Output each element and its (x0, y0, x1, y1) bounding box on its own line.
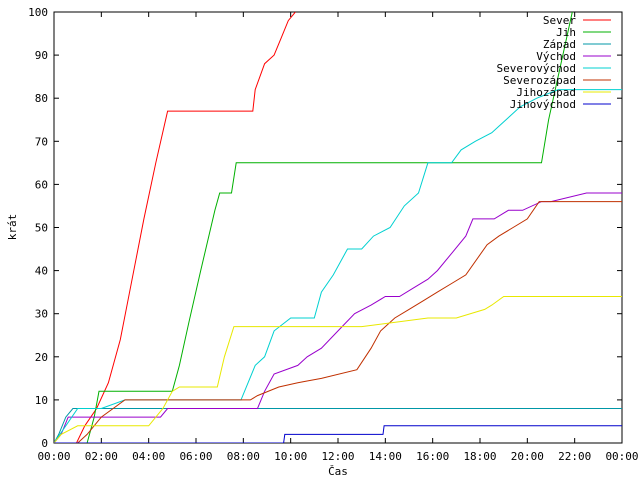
y-tick-label: 20 (35, 351, 48, 364)
series-line-4 (54, 89, 622, 443)
axis-ticks: 0 10 20 30 40 50 60 70 80 90 100 00:00 02:00 04:00 06:… (28, 6, 638, 463)
x-tick-label: 14:00 (369, 450, 402, 463)
y-tick-label: 10 (35, 394, 48, 407)
y-tick-label: 60 (35, 178, 48, 191)
x-tick-label: 16:00 (416, 450, 449, 463)
series-line-3 (54, 192, 622, 443)
legend: SeverJihZápadVýchodSeverovýchodSeverozáp… (497, 14, 611, 111)
x-tick-label: 20:00 (511, 450, 544, 463)
x-tick-label: 02:00 (85, 450, 118, 463)
series-line-7 (54, 425, 622, 443)
y-axis-title: krát (6, 214, 19, 241)
y-tick-label: 0 (41, 437, 48, 450)
legend-label: Jihozápad (516, 86, 576, 99)
x-tick-label: 12:00 (321, 450, 354, 463)
x-tick-label: 04:00 (132, 450, 165, 463)
x-axis-title: Čas (328, 465, 348, 478)
x-tick-label: 00:00 (605, 450, 638, 463)
series-line-1 (54, 12, 573, 443)
x-tick-label: 22:00 (558, 450, 591, 463)
series-group (54, 12, 622, 443)
series-line-6 (54, 296, 622, 443)
series-line-5 (54, 201, 622, 443)
legend-label: Východ (536, 50, 576, 63)
y-tick-label: 90 (35, 49, 48, 62)
y-tick-label: 30 (35, 308, 48, 321)
y-tick-label: 40 (35, 265, 48, 278)
series-layer (54, 12, 622, 443)
legend-label: Sever (543, 14, 576, 27)
x-tick-label: 10:00 (274, 450, 307, 463)
legend-label: Severozápad (503, 74, 576, 87)
x-tick-label: 06:00 (179, 450, 212, 463)
x-tick-label: 08:00 (227, 450, 260, 463)
legend-label: Severovýchod (497, 62, 576, 75)
x-tick-label: 00:00 (37, 450, 70, 463)
series-line-0 (54, 12, 296, 443)
y-tick-label: 100 (28, 6, 48, 19)
legend-label: Jihovýchod (510, 98, 576, 111)
legend-label: Západ (543, 38, 576, 51)
y-tick-label: 50 (35, 222, 48, 235)
legend-label: Jih (556, 26, 576, 39)
x-tick-label: 18:00 (463, 450, 496, 463)
y-tick-label: 80 (35, 92, 48, 105)
y-tick-label: 70 (35, 135, 48, 148)
